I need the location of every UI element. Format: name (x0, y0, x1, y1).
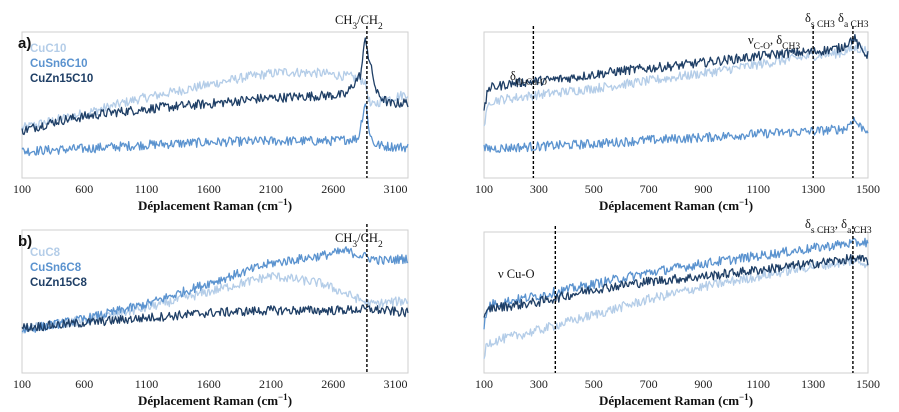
x-axis-label: Déplacement Raman (cm−1) (138, 197, 292, 213)
x-tick-label: 100 (475, 182, 493, 196)
x-axis-label: Déplacement Raman (cm−1) (599, 392, 753, 408)
x-tick-label: 1100 (135, 377, 159, 391)
x-tick-label: 900 (694, 182, 712, 196)
series-line-CuZn15C10 (21, 37, 409, 136)
panel-label: b) (18, 233, 32, 250)
x-tick-label: 2600 (321, 377, 345, 391)
series-line-mid (483, 237, 869, 330)
legend-entry: CuZn15C10 (30, 73, 93, 85)
marker-label: ν Cu-O (498, 267, 535, 281)
x-tick-label: 1100 (747, 377, 771, 391)
x-tick-label: 1600 (197, 182, 221, 196)
x-tick-label: 1100 (747, 182, 771, 196)
marker-label: CH3/CH2 (335, 13, 383, 32)
series-line-CuC8 (22, 272, 409, 334)
plot-frame (21, 229, 409, 374)
x-tick-label: 500 (585, 182, 603, 196)
legend-entry: CuC8 (30, 247, 61, 259)
x-tick-label: 600 (75, 182, 93, 196)
x-tick-label: 700 (640, 377, 658, 391)
x-tick-label: 1300 (801, 377, 825, 391)
marker-label: CH3/CH2 (335, 231, 383, 250)
series-line-light (483, 44, 869, 127)
x-tick-label: 3100 (384, 377, 408, 391)
marker-label: νC-O, δCH3 (748, 33, 800, 52)
marker-label: δO-Cu-O (510, 69, 547, 88)
x-tick-label: 100 (13, 377, 31, 391)
x-tick-label: 2100 (259, 377, 283, 391)
x-tick-label: 3100 (384, 182, 408, 196)
legend-entry: CuZn15C8 (30, 277, 87, 289)
series-line-light (483, 257, 869, 360)
series-line-CuSn6C8 (21, 246, 409, 334)
x-tick-label: 600 (75, 377, 93, 391)
x-tick-label: 1500 (856, 182, 880, 196)
chart-panel-3: CH3/CH2 100 600 1100 1600 2100 2600 3100 Déplace… (13, 224, 409, 408)
marker-label: δs CH3 δa CH3 (805, 11, 869, 30)
x-tick-label: 1300 (801, 182, 825, 196)
chart-panel-2: δO-Cu-O νC-O, δCH3 δs CH3 δa CH3 100 300 500 7… (475, 11, 880, 213)
x-tick-label: 700 (640, 182, 658, 196)
legend-entry: CuSn6C8 (30, 262, 82, 274)
x-tick-label: 100 (475, 377, 493, 391)
x-tick-label: 900 (694, 377, 712, 391)
series-line-CuZn15C8 (21, 304, 409, 333)
x-tick-label: 300 (530, 377, 548, 391)
chart-panel-1: CH3/CH2 100 600 1100 1600 2100 2600 3100 Déplace… (13, 13, 409, 213)
panel-label: a) (18, 35, 31, 52)
x-tick-label: 100 (13, 182, 31, 196)
x-tick-label: 1600 (197, 377, 221, 391)
series-line-CuSn6C10 (21, 103, 409, 157)
chart-panel-4: ν Cu-O δs CH3, δa CH3 100 300 500 700 900 1100 1… (475, 217, 880, 408)
series-line-dark (483, 34, 869, 111)
x-tick-label: 300 (530, 182, 548, 196)
plot-frame (483, 31, 869, 179)
x-axis-label: Déplacement Raman (cm−1) (599, 197, 753, 213)
x-tick-label: 1100 (135, 182, 159, 196)
legend-entry: CuSn6C10 (30, 58, 88, 70)
x-tick-label: 1500 (856, 377, 880, 391)
marker-label: δs CH3, δa CH3 (805, 217, 872, 236)
plot-frame (483, 231, 869, 374)
series-line-mid (483, 116, 869, 154)
x-tick-label: 2100 (259, 182, 283, 196)
x-tick-label: 2600 (321, 182, 345, 196)
legend-entry: CuC10 (30, 43, 66, 55)
x-axis-label: Déplacement Raman (cm−1) (138, 392, 292, 408)
series-line-dark (483, 253, 869, 318)
x-tick-label: 500 (585, 377, 603, 391)
